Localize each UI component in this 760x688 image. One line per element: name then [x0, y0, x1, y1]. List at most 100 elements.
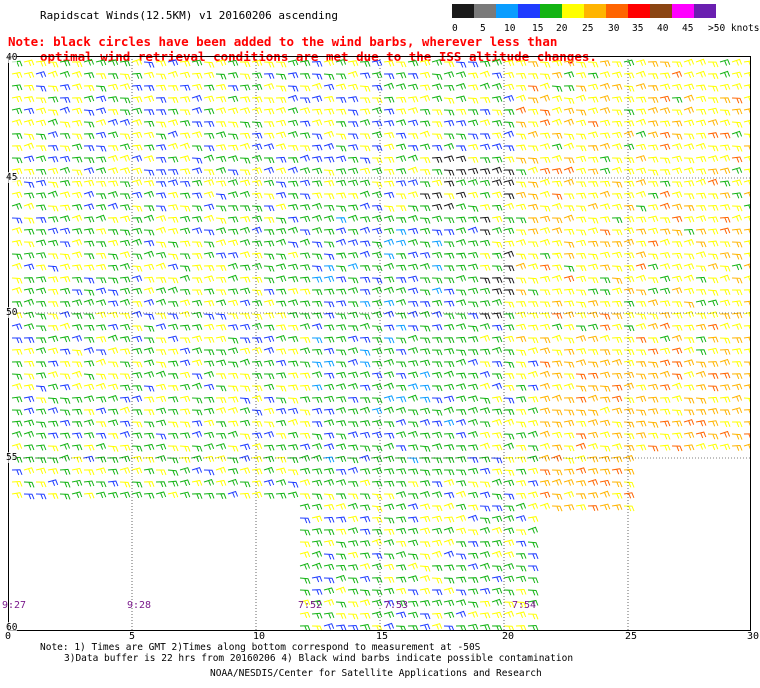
wind-barb — [563, 468, 575, 475]
wind-barb — [515, 492, 527, 499]
wind-barb — [707, 73, 719, 80]
wind-barb — [527, 193, 539, 200]
wind-barb — [539, 119, 551, 126]
wind-barb — [215, 276, 227, 283]
wind-barb — [539, 143, 551, 150]
wind-barb — [731, 312, 743, 319]
wind-barb — [311, 371, 323, 378]
wind-barb — [251, 226, 262, 234]
wind-barb — [491, 288, 503, 295]
wind-barb — [215, 349, 227, 356]
wind-barb — [227, 288, 239, 295]
wind-barb — [491, 382, 503, 390]
wind-barb — [683, 263, 695, 270]
wind-barb — [707, 323, 719, 331]
wind-barb — [503, 145, 515, 152]
wind-barb — [323, 553, 335, 560]
wind-barb — [455, 490, 467, 498]
wind-barb — [431, 287, 443, 294]
wind-barb — [239, 142, 251, 150]
wind-barb — [143, 276, 155, 283]
wind-barb — [239, 216, 251, 223]
wind-barb — [443, 406, 454, 414]
wind-barb — [59, 84, 71, 91]
wind-barb — [623, 227, 635, 234]
wind-barb — [335, 168, 347, 175]
wind-barb — [107, 408, 119, 415]
wind-barb — [467, 541, 479, 547]
wind-barb — [35, 300, 47, 307]
wind-barb — [503, 289, 515, 296]
wind-barb — [227, 191, 239, 198]
wind-barb — [515, 84, 527, 91]
wind-barb — [371, 120, 383, 127]
wind-barb — [527, 599, 539, 607]
wind-barb — [419, 407, 431, 415]
wind-barb — [491, 216, 503, 223]
wind-barb — [419, 301, 431, 307]
wind-barb — [623, 359, 635, 367]
wind-barb — [335, 541, 347, 548]
wind-barb — [683, 384, 695, 391]
wind-barb — [143, 421, 155, 428]
wind-barb — [587, 431, 599, 439]
wind-barb — [503, 575, 515, 583]
wind-barb — [600, 277, 611, 284]
wind-barb — [131, 310, 143, 318]
wind-barb — [47, 131, 59, 138]
wind-barb — [599, 289, 611, 296]
wind-barb — [671, 109, 683, 116]
wind-barb — [204, 145, 215, 152]
wind-barb — [323, 215, 335, 222]
wind-barb — [671, 324, 683, 331]
wind-barb — [335, 420, 347, 427]
wind-barb — [239, 373, 251, 380]
wind-barb — [407, 468, 419, 475]
wind-barb — [383, 276, 395, 283]
wind-barb — [180, 337, 191, 344]
wind-barb — [227, 179, 239, 186]
longitude-label: 30 — [747, 631, 760, 642]
wind-barb — [179, 408, 191, 415]
wind-barb — [275, 372, 287, 379]
wind-barb — [695, 409, 707, 415]
wind-barb — [647, 204, 659, 211]
wind-barb — [467, 325, 479, 332]
wind-barb — [719, 322, 730, 330]
wind-barb — [479, 239, 491, 247]
wind-barb — [419, 575, 431, 582]
wind-barb — [479, 562, 491, 570]
wind-barb — [479, 97, 491, 103]
wind-barb — [119, 287, 131, 295]
wind-barb — [491, 373, 503, 380]
wind-barb — [227, 299, 239, 307]
wind-barb — [407, 119, 419, 127]
wind-barb — [155, 169, 167, 176]
wind-barb — [371, 456, 383, 463]
wind-barb — [383, 406, 394, 414]
wind-barb — [695, 361, 707, 368]
wind-barb — [191, 493, 203, 499]
wind-barb — [443, 61, 455, 68]
wind-barb — [671, 395, 683, 402]
wind-barb — [35, 155, 47, 162]
wind-barb — [155, 395, 167, 403]
wind-barb — [167, 108, 179, 115]
wind-barb — [251, 289, 263, 296]
wind-barb — [347, 109, 359, 116]
wind-barb — [359, 190, 370, 198]
wind-barb — [323, 504, 335, 511]
wind-barb — [611, 131, 623, 139]
wind-barb — [635, 432, 647, 439]
wind-barb — [239, 73, 251, 80]
wind-barb — [239, 157, 251, 164]
wind-barb — [515, 565, 527, 572]
wind-barb — [743, 348, 751, 355]
wind-barb — [527, 347, 539, 354]
wind-barb — [143, 347, 155, 354]
wind-barb — [479, 168, 491, 175]
wind-barb — [131, 253, 143, 260]
wind-barb — [107, 445, 119, 452]
wind-barb — [191, 445, 203, 452]
wind-barb — [695, 215, 707, 222]
